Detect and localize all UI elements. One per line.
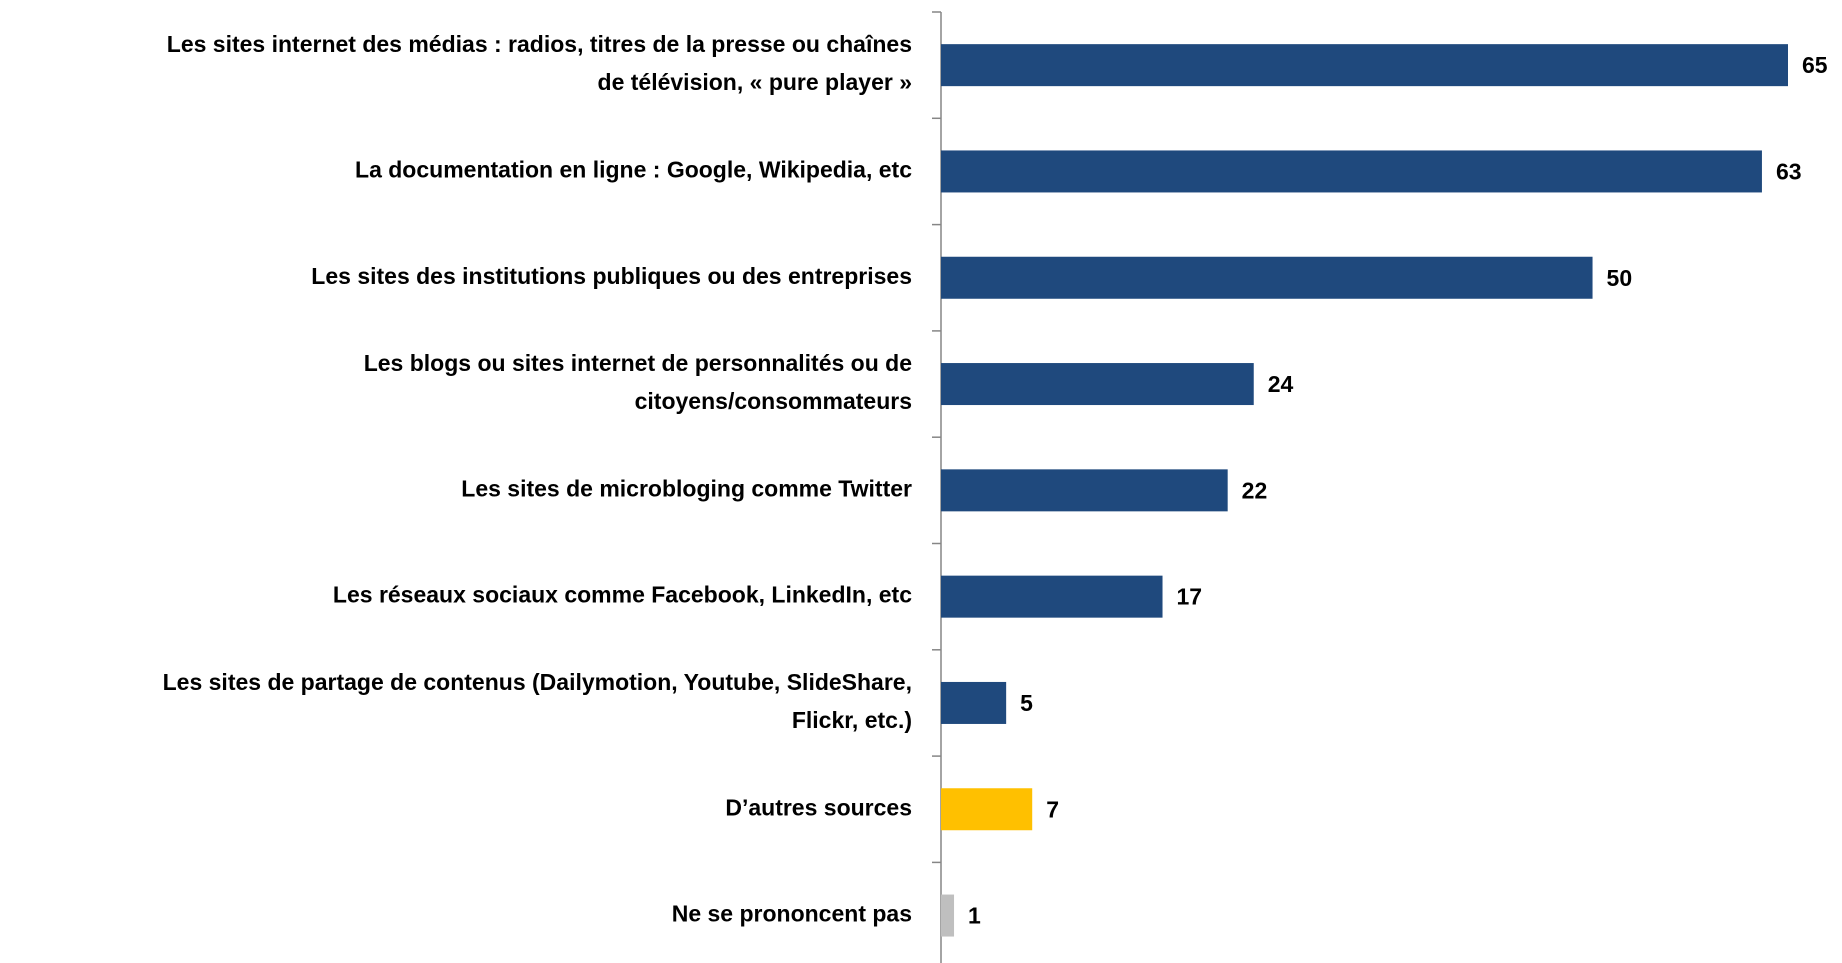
category-label: Les réseaux sociaux comme Facebook, Link… <box>333 582 912 608</box>
value-label: 22 <box>1242 477 1268 503</box>
value-label: 7 <box>1046 796 1059 822</box>
bar <box>941 469 1228 512</box>
category-label: Les sites de partage de contenus (Dailym… <box>163 669 912 733</box>
bar <box>941 681 1007 724</box>
category-label: La documentation en ligne : Google, Wiki… <box>355 157 912 183</box>
category-label-line: Les sites internet des médias : radios, … <box>167 31 912 57</box>
category-label: Les sites de microbloging comme Twitter <box>461 475 912 501</box>
bar <box>941 575 1163 618</box>
category-label-line: Les réseaux sociaux comme Facebook, Link… <box>333 582 912 608</box>
value-label: 17 <box>1177 584 1203 610</box>
bar <box>941 788 1033 831</box>
bar <box>941 256 1593 299</box>
bar <box>941 363 1254 406</box>
category-label: Les blogs ou sites internet de personnal… <box>364 350 912 414</box>
value-label: 24 <box>1268 371 1294 397</box>
category-label: Les sites internet des médias : radios, … <box>167 31 912 95</box>
category-label-line: D’autres sources <box>725 794 912 820</box>
category-label-line: Les sites de microbloging comme Twitter <box>461 475 912 501</box>
bar <box>941 150 1762 193</box>
category-label-line: citoyens/consommateurs <box>635 388 912 414</box>
category-label: D’autres sources <box>725 794 912 820</box>
value-label: 5 <box>1020 690 1033 716</box>
value-label: 65 <box>1802 52 1828 78</box>
category-label-line: Flickr, etc.) <box>792 707 912 733</box>
category-label: Les sites des institutions publiques ou … <box>311 263 912 289</box>
category-label-line: de télévision, « pure player » <box>598 69 912 95</box>
bar <box>941 894 955 937</box>
category-label-line: Les sites de partage de contenus (Dailym… <box>163 669 912 695</box>
category-label-line: Les blogs ou sites internet de personnal… <box>364 350 912 376</box>
category-label-line: Les sites des institutions publiques ou … <box>311 263 912 289</box>
bar <box>941 44 1788 87</box>
category-label-line: La documentation en ligne : Google, Wiki… <box>355 157 912 183</box>
category-label: Ne se prononcent pas <box>672 901 912 927</box>
value-label: 50 <box>1607 265 1633 291</box>
value-label: 63 <box>1776 159 1802 185</box>
category-label-line: Ne se prononcent pas <box>672 901 912 927</box>
value-label: 1 <box>968 903 981 929</box>
